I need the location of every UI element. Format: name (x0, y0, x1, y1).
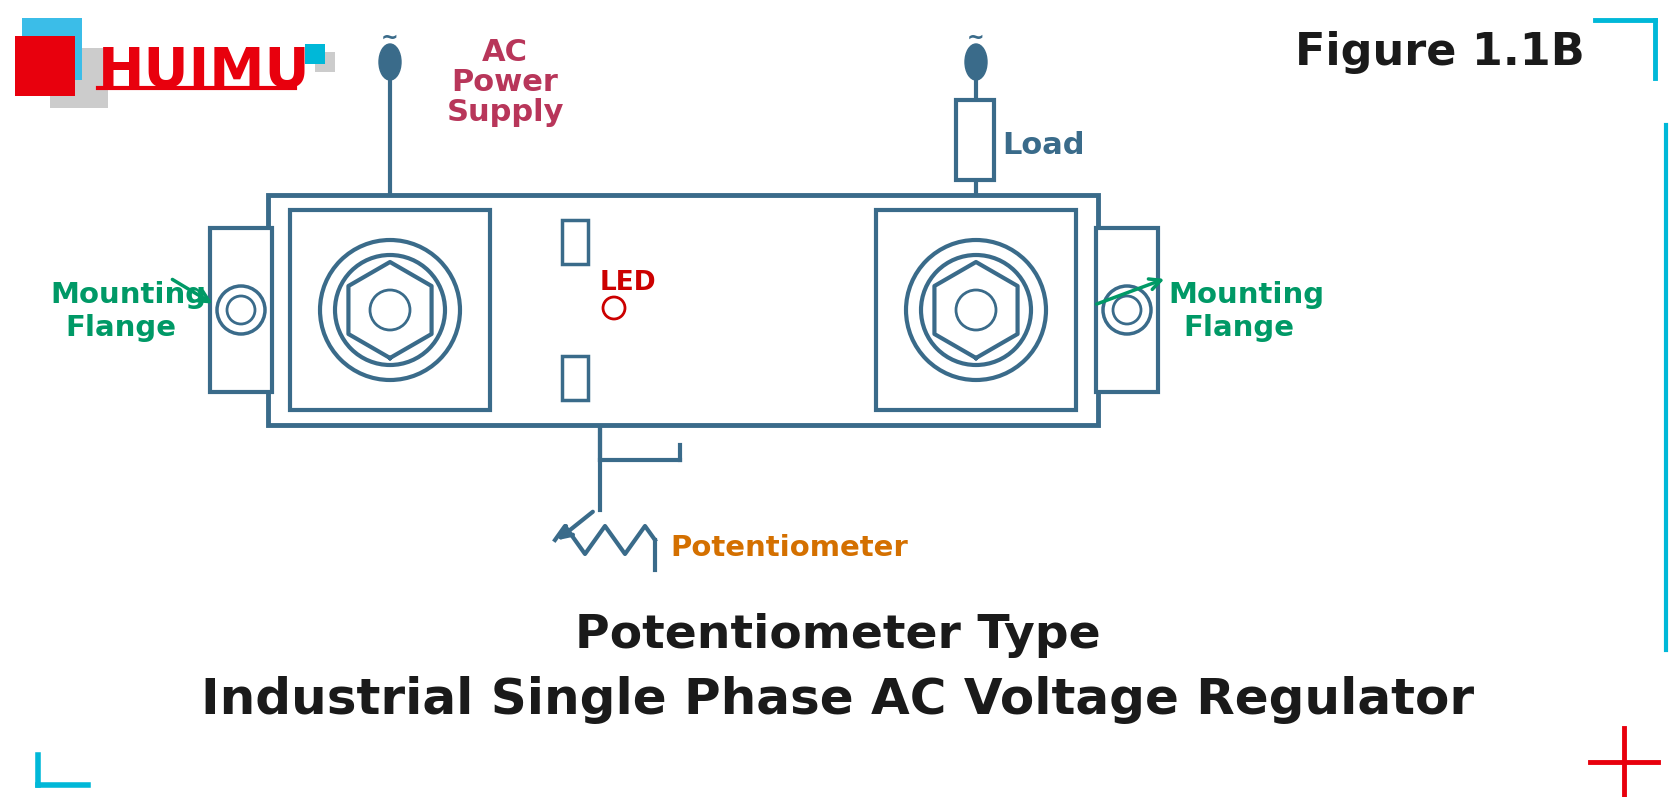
Circle shape (603, 297, 625, 319)
Circle shape (1103, 286, 1151, 334)
Text: Mounting: Mounting (1168, 281, 1324, 309)
Circle shape (335, 255, 446, 365)
Bar (561, 356, 588, 400)
Text: AC: AC (483, 37, 528, 66)
Text: Power: Power (451, 68, 558, 96)
Circle shape (1113, 296, 1141, 324)
Circle shape (226, 296, 255, 324)
Text: ~: ~ (380, 28, 399, 48)
Bar (210, 228, 272, 392)
Bar (290, 210, 489, 410)
Text: Supply: Supply (446, 97, 563, 127)
Text: Flange: Flange (1183, 314, 1294, 342)
Bar (955, 100, 994, 180)
Bar (268, 195, 1098, 425)
Polygon shape (50, 48, 107, 108)
Circle shape (320, 240, 459, 380)
Circle shape (922, 255, 1031, 365)
Text: Potentiometer: Potentiometer (670, 534, 908, 562)
Text: Flange: Flange (65, 314, 176, 342)
Text: Mounting: Mounting (50, 281, 206, 309)
Polygon shape (305, 44, 325, 64)
Text: LED: LED (600, 270, 657, 296)
Text: Figure 1.1B: Figure 1.1B (1296, 30, 1585, 73)
Polygon shape (15, 36, 75, 96)
Polygon shape (22, 18, 82, 80)
Text: Potentiometer Type: Potentiometer Type (575, 613, 1101, 658)
Circle shape (907, 240, 1046, 380)
Circle shape (216, 286, 265, 334)
Text: HUIMU: HUIMU (97, 45, 310, 99)
Bar (561, 220, 588, 264)
Polygon shape (315, 52, 335, 72)
Circle shape (370, 290, 411, 330)
Ellipse shape (965, 44, 987, 80)
Bar (877, 210, 1076, 410)
Ellipse shape (379, 44, 401, 80)
Circle shape (955, 290, 996, 330)
Text: Load: Load (1002, 131, 1084, 159)
Bar (1096, 228, 1158, 392)
Text: Industrial Single Phase AC Voltage Regulator: Industrial Single Phase AC Voltage Regul… (201, 676, 1475, 724)
Text: ~: ~ (967, 28, 985, 48)
